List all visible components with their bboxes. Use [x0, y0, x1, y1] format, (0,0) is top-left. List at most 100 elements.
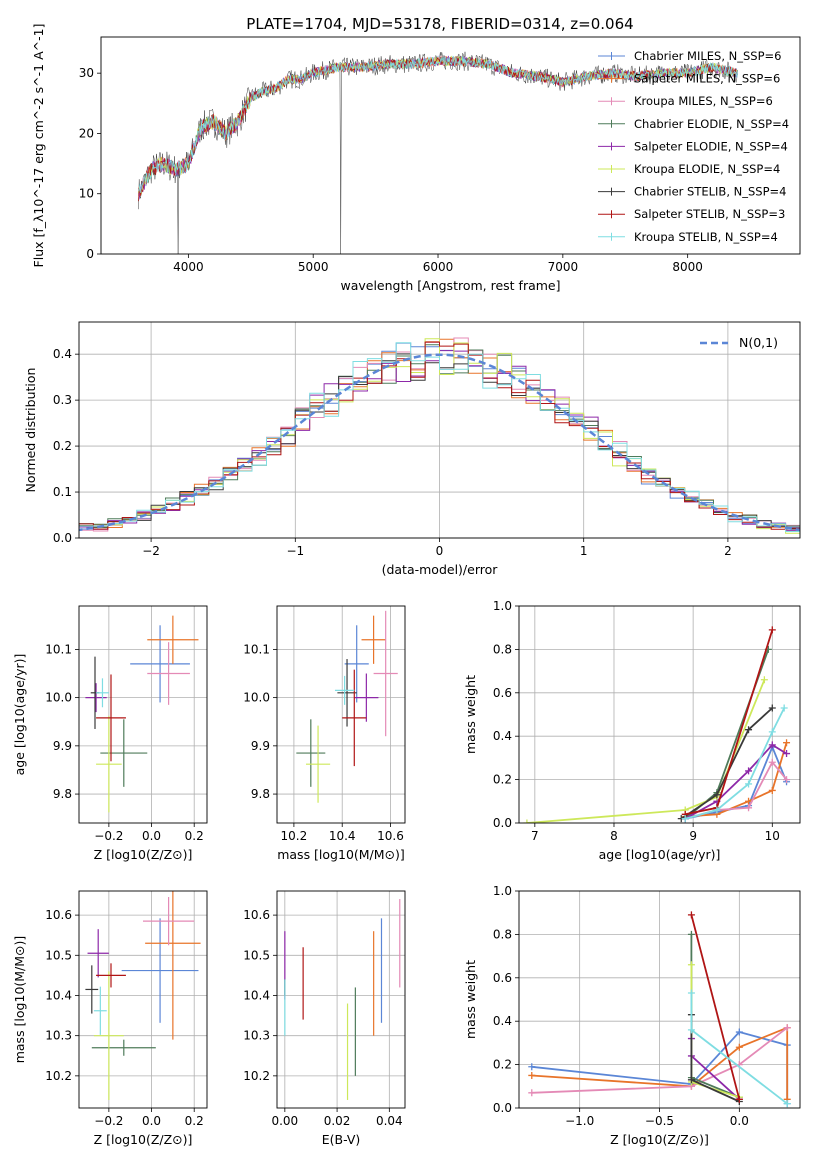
weight-point-marker [768, 704, 776, 712]
axes-frame [78, 890, 208, 1109]
x-axis-label: (data-model)/error [382, 562, 499, 577]
y-tick-label: 0.4 [53, 347, 72, 361]
weight-series-line [526, 679, 766, 823]
y-tick-label: 20 [79, 126, 94, 140]
weight-point-marker [745, 726, 753, 734]
residual-histogram-panel: −2 −1 0 1 2 0.0 0.1 0.2 0.3 0.4 (data-model)/error… [23, 321, 801, 577]
age-vs-metallicity-panel: −0.2 0.0 0.2 9.8 9.9 10.0 10.1 Z [log10(Z/Z⊙)] a… [12, 605, 208, 862]
x-tick-label: 10.4 [329, 829, 356, 843]
y-tick-label: 10.0 [243, 691, 270, 705]
x-tick-label: 0.00 [271, 1114, 298, 1128]
x-tick-label: 9 [689, 829, 697, 843]
y-tick-label: 10.1 [45, 642, 72, 656]
weight-vs-metallicity-panel: −1.0 −0.5 0.0 0.0 0.2 0.4 0.6 0.8 1.0 Z [log10(Z/… [463, 884, 801, 1147]
y-tick-label: 10.1 [243, 642, 270, 656]
weight-point-marker [783, 1100, 791, 1108]
x-axis-label: age [log10(age/yr)] [599, 847, 721, 862]
x-tick-label: 0.0 [142, 829, 161, 843]
y-tick-label: 0.8 [493, 642, 512, 656]
y-tick-label: 30 [79, 66, 94, 80]
plot-area [138, 51, 738, 254]
y-tick-label: 10.2 [45, 1069, 72, 1083]
weight-point-marker [687, 911, 695, 919]
legend-entry: Chabrier STELIB, N_SSP=4 [634, 185, 786, 199]
weight-point-marker [528, 1071, 536, 1079]
x-axis-label: mass [log10(M/M⊙)] [277, 847, 405, 862]
y-tick-label: 0.3 [53, 393, 72, 407]
x-axis-label: Z [log10(Z/Z⊙)] [610, 1132, 709, 1147]
legend-entry: Salpeter MILES, N_SSP=6 [634, 72, 780, 86]
weight-point-marker [735, 1095, 743, 1103]
weight-point-marker [687, 930, 695, 938]
axes-frame [518, 890, 801, 1109]
y-tick-label: 10 [79, 187, 94, 201]
x-axis-label: E(B-V) [322, 1132, 361, 1147]
weight-point-marker [783, 750, 791, 758]
y-tick-label: 0.2 [493, 1058, 512, 1072]
plot-area [296, 610, 398, 803]
weight-point-marker [768, 741, 776, 749]
y-tick-label: 0.0 [493, 1101, 512, 1115]
x-tick-label: 10 [765, 829, 780, 843]
weight-point-marker [783, 776, 791, 784]
y-tick-label: 10.3 [243, 1029, 270, 1043]
x-tick-label: 10.2 [281, 829, 308, 843]
y-tick-label: 9.9 [251, 739, 270, 753]
spectrum-series-line [138, 55, 738, 196]
x-tick-label: 10.6 [377, 829, 404, 843]
mass-vs-extinction-panel: 0.00 0.02 0.04 10.2 10.3 10.4 10.5 10.6 E(B-V) [243, 890, 406, 1147]
x-tick-label: −0.2 [94, 829, 123, 843]
y-axis-label: mass weight [463, 960, 478, 1039]
x-tick-label: 0.0 [142, 1114, 161, 1128]
weight-point-marker [681, 815, 689, 823]
plot-area [284, 899, 401, 1100]
weight-point-marker [780, 704, 788, 712]
axes-frame [100, 36, 801, 255]
weight-series-line [531, 1026, 788, 1094]
y-tick-label: 0.0 [53, 531, 72, 545]
y-tick-label: 0.0 [493, 816, 512, 830]
y-tick-label: 0.4 [493, 729, 512, 743]
legend-entry: Kroupa STELIB, N_SSP=4 [634, 230, 778, 244]
weight-point-marker [768, 758, 776, 766]
x-tick-label: 0 [436, 544, 444, 558]
x-tick-label: 6000 [423, 260, 454, 274]
legend: Chabrier MILES, N_SSP=6 Salpeter MILES, N… [598, 49, 789, 244]
plot-area [85, 615, 199, 813]
plot-area [79, 337, 800, 536]
x-tick-label: 0.2 [185, 1114, 204, 1128]
weight-point-marker [783, 739, 791, 747]
x-tick-label: −1 [286, 544, 304, 558]
axes-frame [78, 321, 801, 539]
x-tick-label: −1.0 [565, 1114, 594, 1128]
residual-histogram-series [79, 341, 800, 536]
y-tick-label: 10.6 [243, 908, 270, 922]
y-tick-label: 9.8 [53, 787, 72, 801]
y-tick-label: 10.4 [243, 988, 270, 1002]
legend-entry: Chabrier MILES, N_SSP=6 [634, 49, 781, 63]
legend-entry: Chabrier ELODIE, N_SSP=4 [634, 117, 789, 131]
x-tick-label: 0.2 [185, 829, 204, 843]
weight-point-marker [687, 989, 695, 997]
y-tick-label: 10.3 [45, 1029, 72, 1043]
weight-point-marker [528, 1063, 536, 1071]
weight-point-marker [713, 806, 721, 814]
axes-frame [518, 605, 801, 824]
y-tick-label: 0.1 [53, 485, 72, 499]
y-axis-label: mass weight [463, 675, 478, 754]
weight-point-marker [687, 1076, 695, 1084]
gaussian-reference-curve [79, 353, 800, 532]
weight-series-line [690, 914, 741, 1100]
weight-point-marker [768, 728, 776, 736]
y-axis-label: age [log10(age/yr)] [12, 654, 27, 776]
age-vs-mass-panel: 10.2 10.4 10.6 9.8 9.9 10.0 10.1 mass [log10(M/… [243, 605, 406, 862]
spectrum-series-line [138, 55, 738, 202]
weight-point-marker [523, 819, 531, 823]
weight-point-marker [735, 1028, 743, 1036]
spectrum-series-line [138, 55, 738, 194]
residual-histogram-series [79, 342, 800, 534]
weight-point-marker [745, 767, 753, 775]
y-tick-label: 10.4 [45, 988, 72, 1002]
x-tick-label: 0.0 [730, 1114, 749, 1128]
